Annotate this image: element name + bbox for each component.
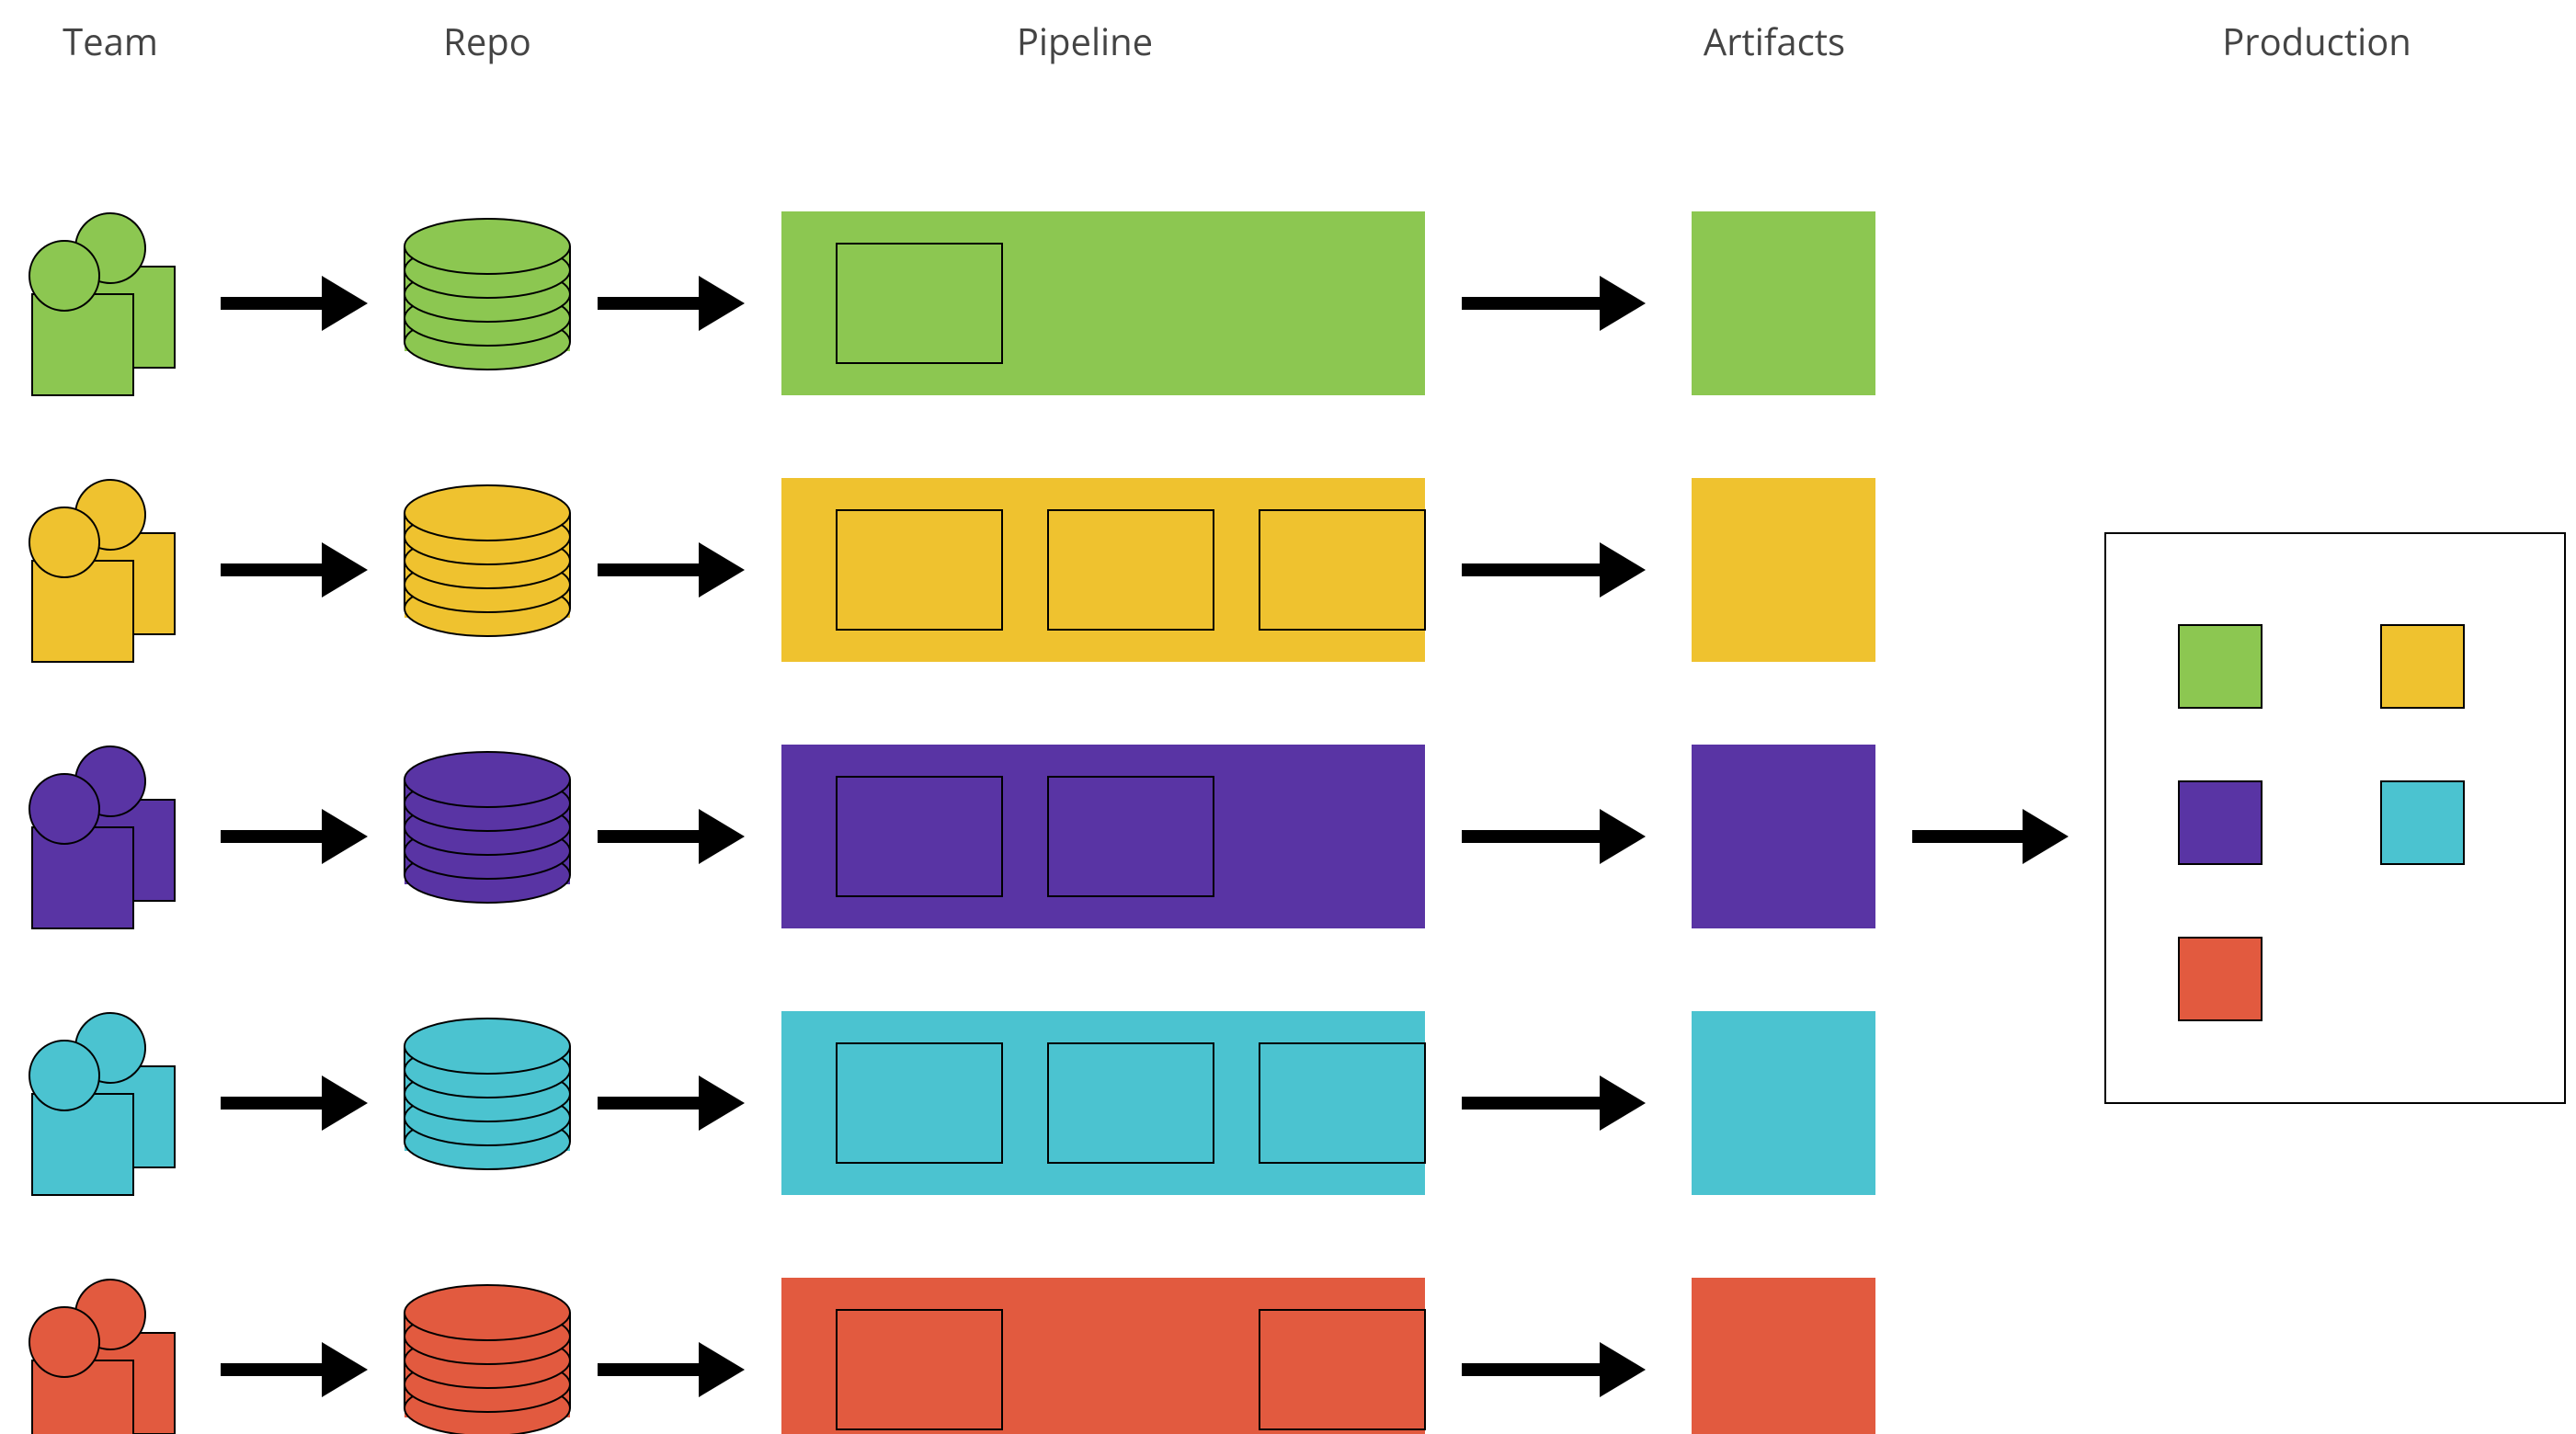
- column-label-artifacts: Artifacts: [1704, 16, 1845, 66]
- production-swatch-cyan: [2381, 781, 2464, 864]
- pipeline-stage-red-0: [837, 1310, 1002, 1429]
- pipeline-green: [781, 211, 1425, 395]
- team-icon-purple: [29, 746, 175, 928]
- production-swatch-red: [2179, 938, 2262, 1020]
- pipeline-stage-cyan-1: [1048, 1043, 1214, 1163]
- pipeline-diagram: Team Repo Pipeline Artifacts Production: [0, 0, 2576, 1434]
- pipeline-yellow: [781, 478, 1425, 662]
- pipeline-stage-green-0: [837, 244, 1002, 363]
- artifact-yellow: [1692, 478, 1875, 662]
- artifact-cyan: [1692, 1011, 1875, 1195]
- artifact-red: [1692, 1278, 1875, 1434]
- repo-icon-yellow: [405, 485, 570, 636]
- arrow-to-production: [1912, 809, 2069, 864]
- pipeline-purple: [781, 745, 1425, 928]
- repo-icon-red: [405, 1285, 570, 1434]
- arrow-repo-pipe-red: [598, 1342, 745, 1397]
- arrow-pipe-artifact-yellow: [1462, 542, 1646, 598]
- arrow-pipe-artifact-cyan: [1462, 1076, 1646, 1131]
- pipeline-stage-purple-1: [1048, 777, 1214, 896]
- pipeline-stage-cyan-2: [1260, 1043, 1425, 1163]
- arrow-pipe-artifact-purple: [1462, 809, 1646, 864]
- team-icon-yellow: [29, 480, 175, 662]
- arrow-team-repo-yellow: [221, 542, 368, 598]
- production-box: [2105, 533, 2565, 1103]
- pipeline-stage-red-2: [1260, 1310, 1425, 1429]
- arrow-repo-pipe-green: [598, 276, 745, 331]
- arrow-team-repo-purple: [221, 809, 368, 864]
- artifact-green: [1692, 211, 1875, 395]
- arrow-pipe-artifact-red: [1462, 1342, 1646, 1397]
- production-swatch-green: [2179, 625, 2262, 708]
- column-label-repo: Repo: [443, 16, 531, 66]
- pipeline-red: [781, 1278, 1425, 1434]
- column-label-production: Production: [2222, 16, 2411, 66]
- pipeline-cyan: [781, 1011, 1425, 1195]
- team-icon-green: [29, 213, 175, 395]
- repo-icon-green: [405, 219, 570, 370]
- pipeline-stage-yellow-1: [1048, 510, 1214, 630]
- artifact-purple: [1692, 745, 1875, 928]
- pipeline-stage-purple-0: [837, 777, 1002, 896]
- production-swatch-purple: [2179, 781, 2262, 864]
- arrow-repo-pipe-yellow: [598, 542, 745, 598]
- pipeline-stage-yellow-0: [837, 510, 1002, 630]
- arrow-repo-pipe-cyan: [598, 1076, 745, 1131]
- team-icon-cyan: [29, 1013, 175, 1195]
- arrow-pipe-artifact-green: [1462, 276, 1646, 331]
- pipeline-stage-cyan-0: [837, 1043, 1002, 1163]
- production-swatch-yellow: [2381, 625, 2464, 708]
- repo-icon-cyan: [405, 1019, 570, 1169]
- arrow-team-repo-red: [221, 1342, 368, 1397]
- repo-icon-purple: [405, 752, 570, 903]
- team-icon-red: [29, 1280, 175, 1434]
- arrow-repo-pipe-purple: [598, 809, 745, 864]
- arrow-team-repo-green: [221, 276, 368, 331]
- column-label-pipeline: Pipeline: [1017, 16, 1153, 66]
- arrow-team-repo-cyan: [221, 1076, 368, 1131]
- pipeline-stage-yellow-2: [1260, 510, 1425, 630]
- column-label-team: Team: [63, 16, 158, 66]
